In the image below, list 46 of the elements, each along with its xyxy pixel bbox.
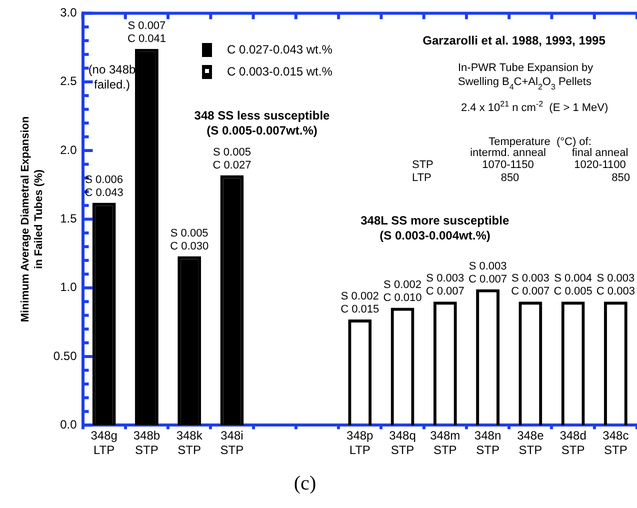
data-label: S 0.002 C 0.010 [383,278,422,304]
x-tick-label: 348i STP [220,428,244,458]
annotation: 348L SS more susceptible (S 0.003-0.004wt.%) [360,213,510,242]
y-tick-label: 1.5 [60,212,78,226]
annotation: 850 [612,172,630,184]
data-label: S 0.003 C 0.007 [426,272,464,298]
y-tick-label: 3.0 [60,6,78,20]
y-tick-label: 1.0 [60,280,78,294]
annotation: 1070-1150 [482,159,534,172]
x-tick-label: 348e STP [517,428,544,458]
annotation: intermd. anneal [470,147,546,160]
annotation: 850 [500,172,520,184]
data-label: S 0.006 C 0.043 [84,174,124,199]
x-tick-label: 348n STP [474,428,502,458]
x-tick-label: 348q STP [389,428,416,458]
y-tick-label: 0.0 [60,418,78,432]
x-tick-label: 348m STP [430,428,460,458]
data-label: S 0.003 C 0.007 [468,260,508,286]
annotation: Temperature (°C) of: [488,136,592,148]
y-tick-label: 0.50 [53,348,78,363]
y-tick-label: 2.0 [60,142,78,157]
annotation: Garzarolli et al. 1988, 1993, 1995 [422,33,606,48]
annotation: STP [412,159,434,172]
text: (c) [294,472,316,494]
data-label: S 0.005 C 0.030 [170,227,209,252]
y-axis-title: Minimum Average Diametral Expansion in Failed Tubes (%) [20,116,45,322]
annotation: 1020-1100 [574,159,626,172]
x-tick-label: 348c STP [602,428,629,458]
data-label: S 0.007 C 0.041 [127,20,166,45]
data-label: S 0.003 C 0.003 [596,272,635,298]
annotation: LTP [412,172,432,184]
annotation: 348 SS less susceptible (S 0.005-0.007wt.%) [194,108,330,138]
legend-label: C 0.027-0.043 wt.% [227,42,333,56]
x-tick-label: 348g LTP [90,428,118,458]
x-tick-label: 348d STP [560,428,586,458]
legend-label: C 0.003-0.015 wt.% [227,64,333,78]
x-tick-label: 348k STP [176,428,204,458]
data-label: S 0.005 C 0.027 [212,146,252,172]
annotation: (no 348b failed.) [88,62,136,92]
x-tick-label: 348p LTP [346,428,374,458]
data-label: S 0.002 C 0.015 [340,290,380,316]
annotation: final anneal [572,147,628,160]
y-tick-label: 2.5 [60,74,78,88]
x-tick-label: 348b STP [133,428,160,458]
data-label: S 0.003 C 0.007 [511,272,550,298]
data-label: S 0.004 C 0.005 [554,272,592,298]
